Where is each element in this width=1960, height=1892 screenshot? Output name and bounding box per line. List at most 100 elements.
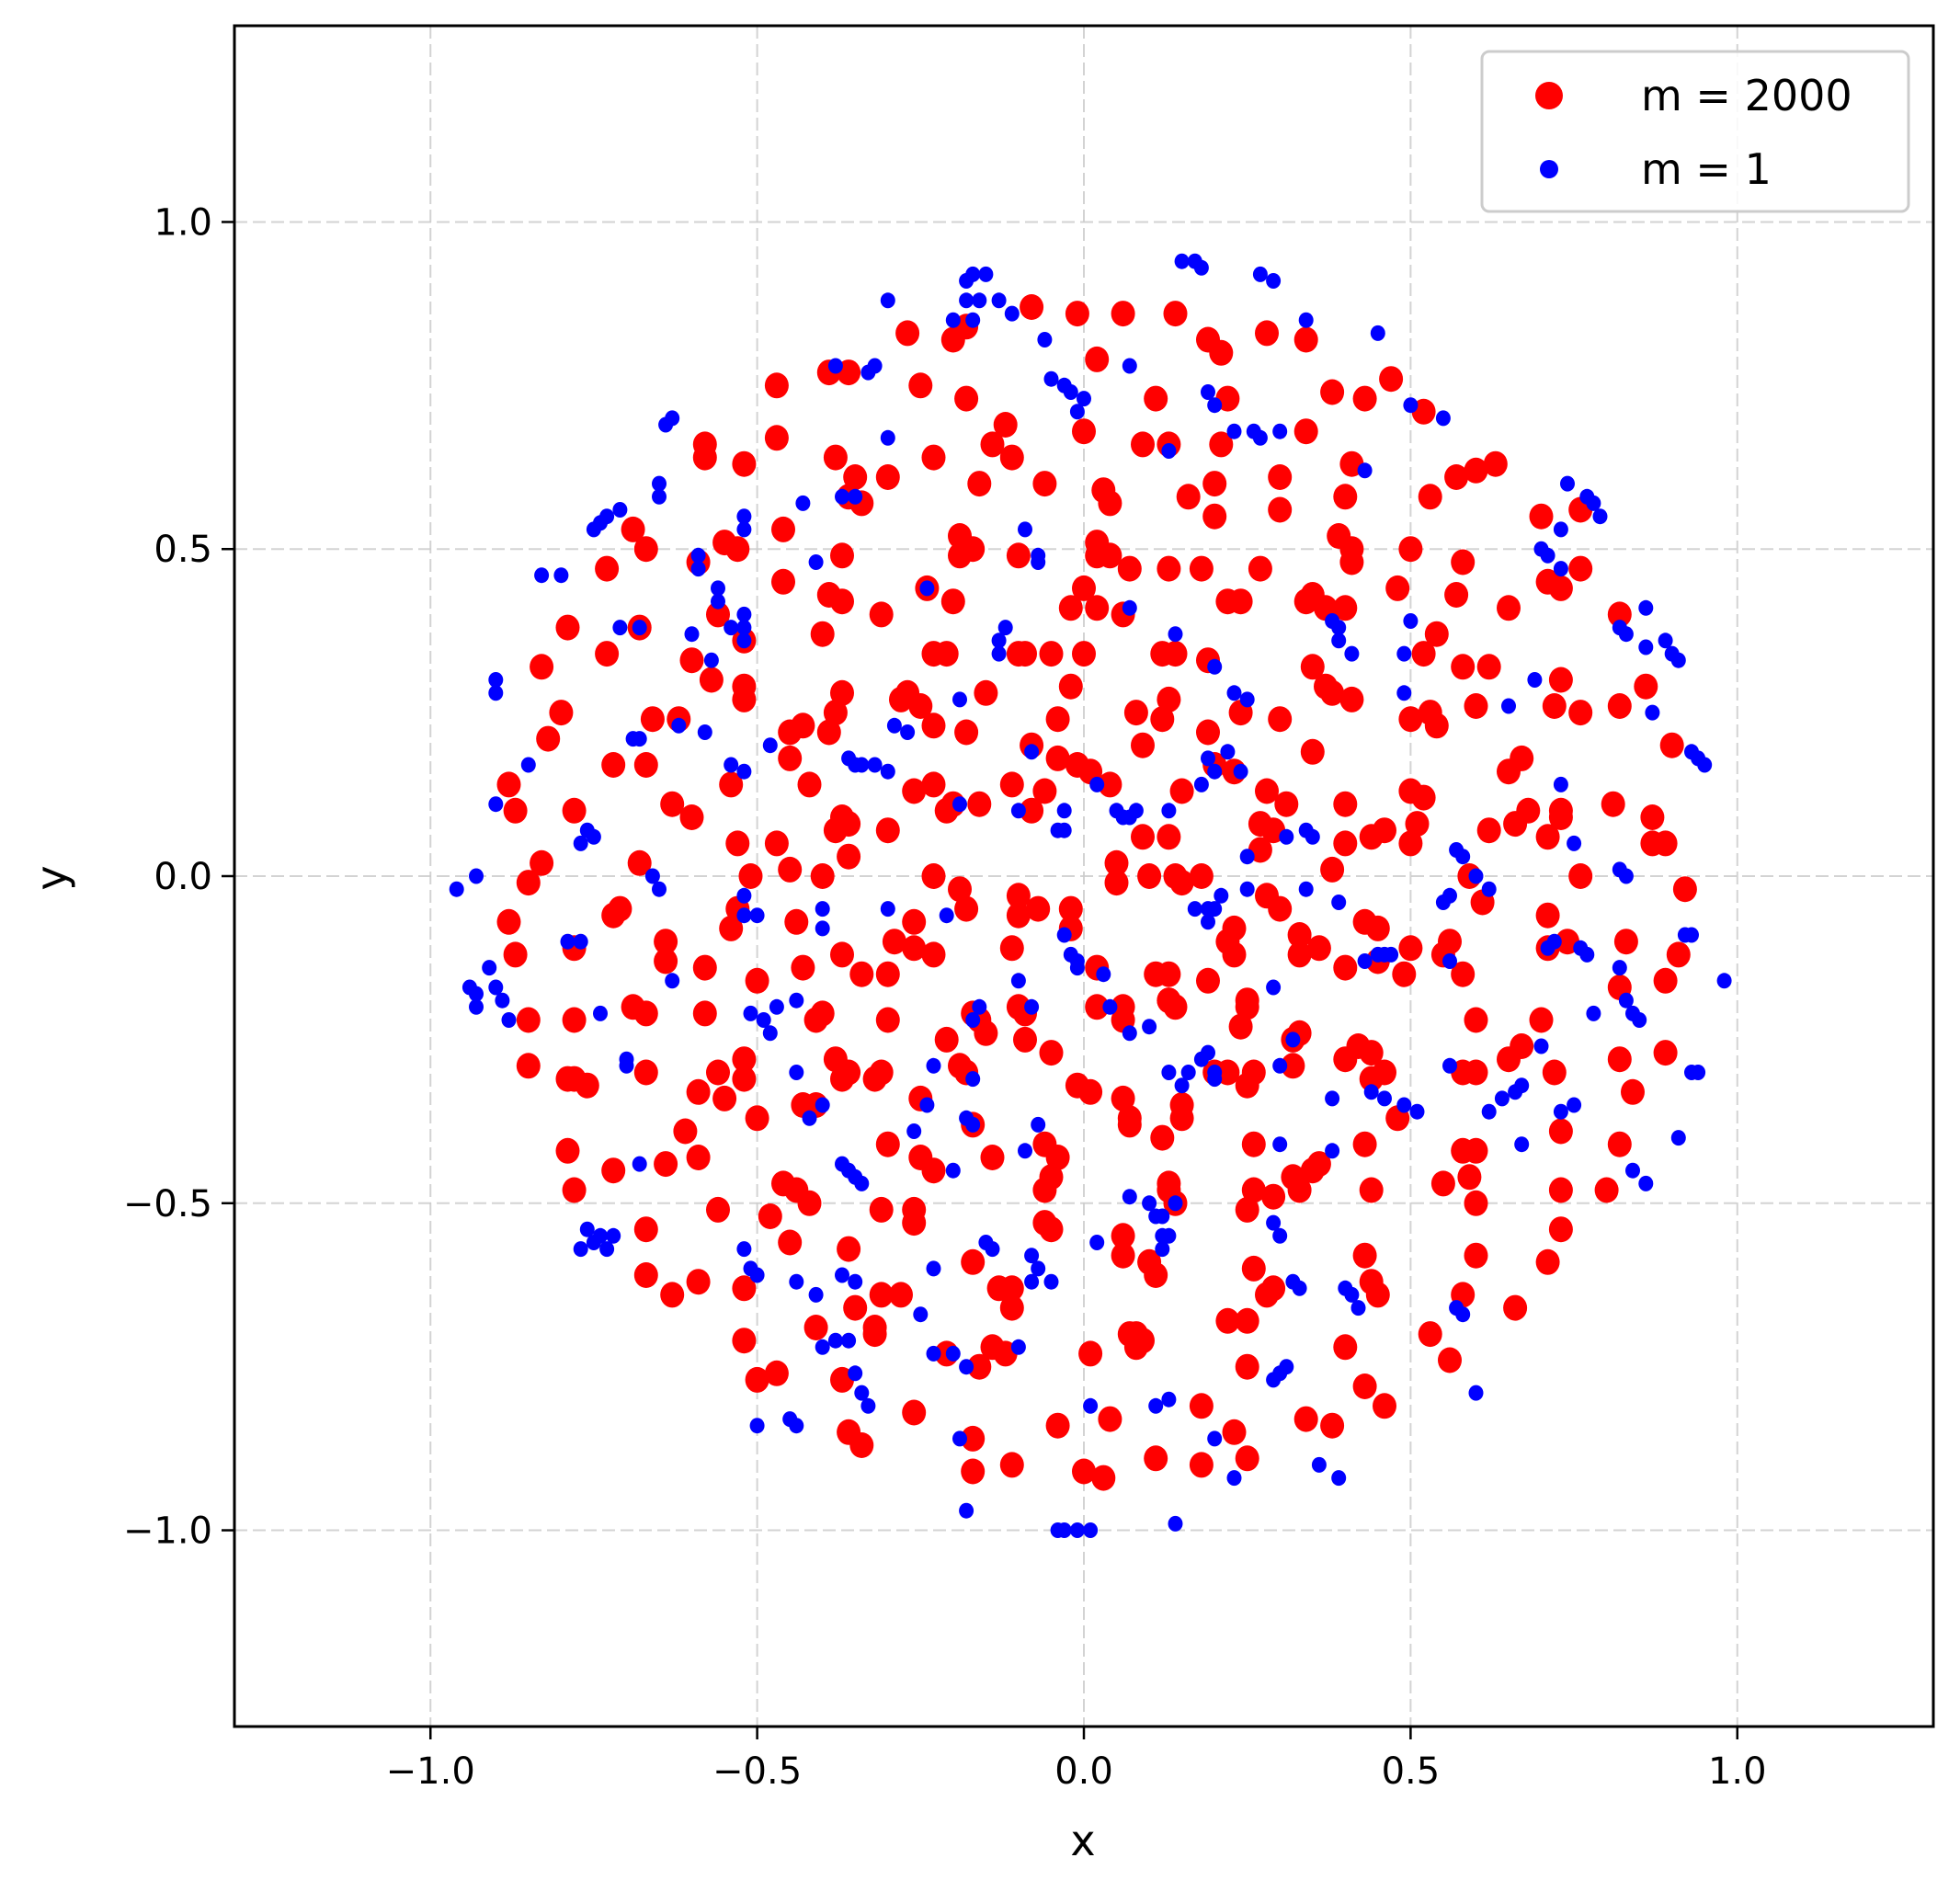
- data-point: [633, 1059, 658, 1086]
- y-tick-label: 0.5: [154, 529, 212, 571]
- data-point: [1102, 998, 1118, 1015]
- data-point: [595, 641, 620, 667]
- data-point: [692, 954, 717, 981]
- data-point: [1548, 1177, 1573, 1203]
- data-point: [503, 941, 528, 968]
- data-point: [601, 902, 626, 929]
- data-point: [482, 960, 497, 976]
- data-point: [808, 554, 824, 570]
- data-point: [1418, 700, 1442, 726]
- data-point: [1344, 1286, 1360, 1303]
- data-point: [1031, 1116, 1046, 1133]
- data-point: [789, 992, 804, 1009]
- series-m-1: [449, 253, 1732, 1538]
- data-point: [1089, 1235, 1105, 1250]
- data-point: [764, 830, 789, 857]
- data-point: [921, 941, 946, 968]
- data-point: [1365, 1282, 1390, 1308]
- data-point: [965, 1116, 981, 1133]
- data-point: [895, 320, 920, 347]
- data-point: [1235, 1196, 1259, 1223]
- data-point: [1261, 1275, 1286, 1302]
- data-point: [1117, 555, 1142, 582]
- data-point: [692, 1000, 717, 1027]
- data-point: [555, 1137, 580, 1164]
- legend-marker-blue-circle-icon: [1540, 160, 1558, 178]
- data-point: [1618, 992, 1634, 1009]
- data-point: [900, 724, 916, 740]
- data-point: [1006, 883, 1031, 909]
- data-point: [652, 881, 667, 897]
- data-point: [712, 1085, 737, 1111]
- data-point: [961, 1425, 986, 1452]
- data-point: [756, 1012, 771, 1028]
- data-point: [789, 1065, 804, 1080]
- data-point: [1157, 686, 1181, 712]
- data-point: [1128, 803, 1144, 819]
- data-point: [719, 915, 744, 941]
- data-point: [1503, 811, 1528, 838]
- data-point: [1666, 941, 1691, 968]
- data-point: [919, 1097, 935, 1113]
- data-point: [886, 717, 902, 734]
- data-point: [1279, 828, 1294, 845]
- data-point: [999, 1452, 1024, 1478]
- data-point: [1189, 555, 1214, 582]
- data-point: [815, 920, 830, 937]
- data-point: [961, 1248, 986, 1275]
- data-point: [488, 672, 504, 688]
- data-point: [1418, 1321, 1442, 1348]
- data-point: [1228, 1013, 1253, 1040]
- data-point: [1131, 824, 1155, 850]
- data-point: [1293, 326, 1318, 353]
- data-point: [732, 1328, 757, 1354]
- data-point: [1411, 641, 1436, 667]
- y-axis-label: y: [27, 865, 76, 890]
- data-point: [1161, 1227, 1177, 1244]
- data-point: [1293, 588, 1318, 615]
- data-point: [1594, 1177, 1619, 1203]
- data-point: [1514, 1077, 1530, 1094]
- data-point: [1553, 521, 1568, 538]
- data-point: [679, 647, 704, 674]
- data-point: [882, 929, 906, 955]
- data-point: [1024, 1273, 1040, 1290]
- data-point: [530, 654, 554, 680]
- data-point: [495, 992, 510, 1009]
- data-point: [619, 1057, 634, 1074]
- data-point: [1331, 633, 1347, 649]
- data-point: [496, 908, 521, 935]
- data-point: [880, 901, 895, 918]
- data-point: [1239, 881, 1255, 897]
- data-point: [1031, 547, 1046, 564]
- data-point: [516, 870, 541, 896]
- data-point: [1379, 366, 1404, 393]
- data-point: [830, 588, 854, 615]
- data-point: [1226, 423, 1242, 439]
- data-point: [1373, 817, 1396, 844]
- data-point: [1104, 849, 1129, 876]
- data-point: [736, 887, 752, 904]
- data-point: [999, 1275, 1024, 1302]
- data-point: [1494, 1090, 1510, 1107]
- data-point: [612, 502, 628, 518]
- data-point: [555, 614, 580, 641]
- data-point: [1161, 1391, 1177, 1408]
- data-point: [837, 843, 861, 870]
- data-point: [1331, 620, 1347, 636]
- data-point: [1567, 835, 1582, 851]
- data-point: [745, 1366, 769, 1393]
- data-point: [926, 1260, 941, 1277]
- data-point: [1111, 1085, 1135, 1111]
- data-point: [1241, 1059, 1266, 1086]
- data-point: [562, 797, 587, 824]
- data-point: [921, 771, 946, 798]
- data-point: [1548, 804, 1573, 830]
- data-point: [1228, 588, 1253, 615]
- data-point: [1045, 745, 1070, 771]
- data-point: [1444, 464, 1469, 490]
- data-point: [789, 1273, 804, 1290]
- data-point: [1476, 817, 1501, 844]
- data-point: [660, 1282, 685, 1308]
- data-point: [991, 645, 1007, 662]
